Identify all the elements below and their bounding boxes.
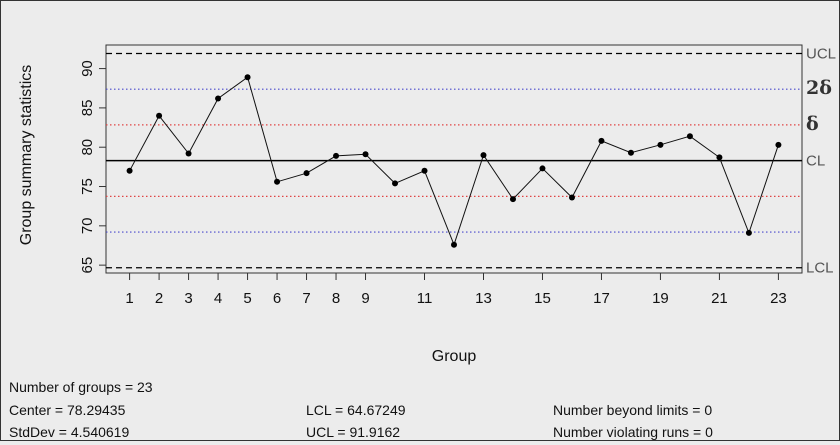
ucl-label: UCL [806,46,836,63]
plot-area [105,44,803,274]
data-point [244,74,251,81]
limit-labels: UCL 2δ δ CL LCL [806,46,836,277]
x-tick-label: 3 [184,290,192,307]
data-point [303,170,310,177]
y-tick-label: 70 [79,217,96,234]
data-point [686,133,693,140]
x-axis: 1 2 3 4 5 6 7 8 9 11 13 15 17 19 21 23 [125,273,787,307]
y-tick-label: 85 [79,100,96,117]
x-tick-label: 9 [361,290,369,307]
upper_2sigma-label: 2δ [806,77,832,99]
x-tick-label: 15 [534,290,551,307]
x-tick-label: 7 [302,290,310,307]
y-tick-label: 90 [79,60,96,77]
data-point [333,152,340,159]
y-tick-label: 65 [79,257,96,274]
data-point [480,152,487,159]
x-tick-label: 13 [475,290,492,307]
data-point [362,151,369,158]
data-point [539,165,546,172]
x-tick-label: 8 [332,290,340,307]
data-point [156,112,163,119]
data-point [568,194,575,201]
data-point [215,95,222,102]
cl-label: CL [806,153,825,170]
data-point [627,149,634,156]
stat-ucl: UCL = 91.9162 [306,424,401,440]
data-point [451,241,457,248]
data-point [657,141,664,148]
y-axis-label: Group summary statistics [18,65,35,245]
stat-lcl: LCL = 64.67249 [306,402,406,418]
data-point [392,180,399,187]
data-series [126,74,782,248]
x-axis-label: Group [432,348,477,365]
x-tick-label: 23 [770,290,787,307]
stat-violating-runs: Number violating runs = 0 [553,424,713,440]
x-tick-label: 4 [214,290,222,307]
data-point [775,141,782,148]
y-tick-label: 80 [79,139,96,156]
x-tick-label: 17 [593,290,610,307]
data-point [126,167,133,174]
x-tick-label: 2 [155,290,163,307]
x-tick-label: 21 [711,290,728,307]
stat-groups: Number of groups = 23 [9,379,153,395]
data-point [185,150,192,157]
data-point [509,196,516,203]
y-axis: 65 70 75 80 85 90 [79,60,106,273]
limit-lines [106,52,802,269]
x-tick-label: 11 [417,290,433,307]
data-point [421,167,428,174]
lcl-label: LCL [806,260,834,277]
x-tick-label: 19 [652,290,669,307]
data-point [745,229,752,236]
x-tick-label: 6 [273,290,281,307]
upper_1sigma-label: δ [806,113,819,135]
stat-center: Center = 78.29435 [9,402,126,418]
stat-beyond-limits: Number beyond limits = 0 [553,402,713,418]
x-tick-label: 1 [125,290,133,307]
x-tick-label: 5 [243,290,251,307]
data-point [274,178,281,185]
stat-stddev: StdDev = 4.540619 [9,424,130,440]
data-point [716,154,723,161]
data-point [598,137,605,144]
y-tick-label: 75 [79,178,96,195]
